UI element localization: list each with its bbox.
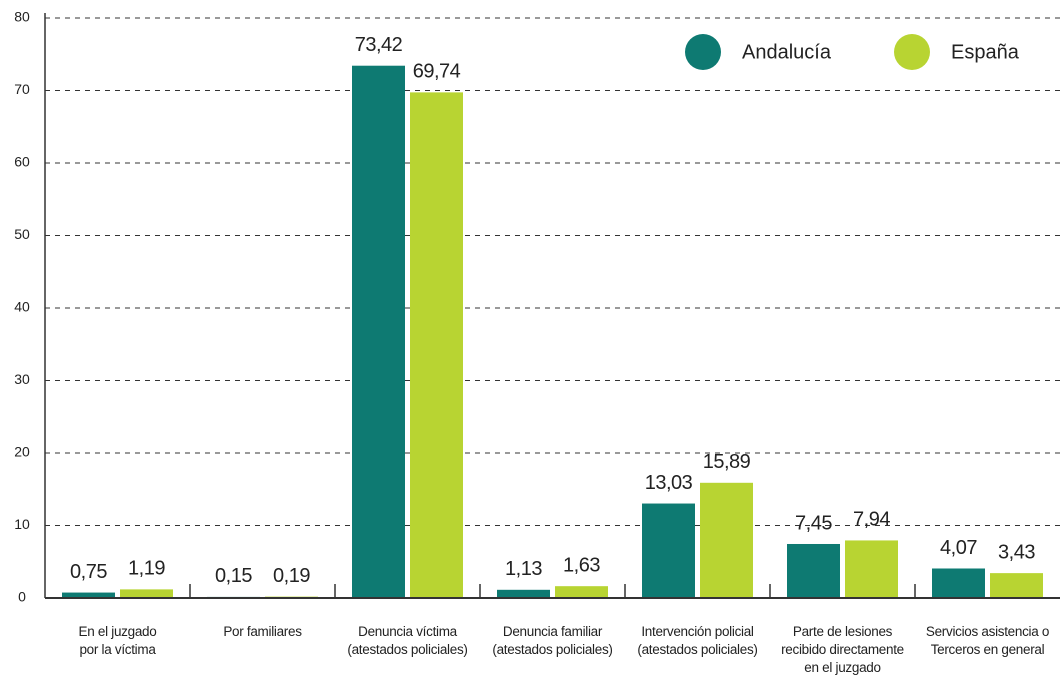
legend-label: España [951,41,1020,63]
value-label: 0,75 [70,561,107,583]
value-label: 1,13 [505,558,542,580]
legend-swatch [685,34,721,70]
bar [62,592,115,598]
value-label: 0,15 [215,565,252,587]
y-tick-label: 10 [14,516,30,532]
bar [352,65,405,598]
bar [555,586,608,598]
value-label: 3,43 [998,541,1035,563]
value-label: 1,63 [563,554,600,576]
value-label: 69,74 [413,61,461,83]
x-tick-label-line: (atestados policiales) [492,642,612,657]
x-tick-label-line: Intervención policial [641,624,754,639]
x-tick-label-line: (atestados policiales) [637,642,757,657]
value-label: 7,94 [853,509,890,531]
value-label: 1,19 [128,558,165,580]
y-tick-label: 20 [14,444,30,460]
x-tick-label-line: Por familiares [223,624,302,639]
bar [120,589,173,598]
y-tick-label: 40 [14,299,30,315]
value-label: 4,07 [940,537,977,559]
y-tick-label: 50 [14,226,30,242]
x-tick-label-line: Denuncia víctima [358,624,458,639]
y-tick-label: 60 [14,154,30,170]
x-tick-label: Denuncia víctima (atestados policiales) [347,624,467,657]
x-tick-label-line: Denuncia familiar [503,624,603,639]
x-tick-label-line: Servicios asistencia o [926,624,1049,639]
x-tick-label: Intervención policial (atestados policial… [637,624,757,657]
x-tick-label-line: En el juzgado [79,624,157,639]
bar [700,482,753,598]
legend-swatch [894,34,930,70]
bar [497,589,550,598]
y-tick-label: 70 [14,81,30,97]
value-label: 0,19 [273,565,310,587]
x-tick-label-line: Terceros en general [931,642,1045,657]
x-tick-label-line: (atestados policiales) [347,642,467,657]
bar [990,573,1043,598]
x-tick-label: En el juzgado por la víctima [79,624,157,657]
bar [787,543,840,598]
bar [410,92,463,598]
x-tick-label-line: por la víctima [79,642,156,657]
y-tick-label: 0 [18,589,26,605]
x-tick-label-line: recibido directamente [781,642,904,657]
bar [642,503,695,598]
bar [845,540,898,598]
x-tick-label: Por familiares [223,624,302,639]
x-tick-label-line: en el juzgado [804,660,880,675]
bar [932,568,985,598]
x-tick-label: Parte de lesiones recibido directamente en… [781,624,904,675]
value-label: 15,89 [703,451,751,473]
value-label: 7,45 [795,512,832,534]
x-tick-label-line: Parte de lesiones [793,624,893,639]
legend-label: Andalucía [742,41,832,63]
y-tick-label: 80 [14,9,30,25]
y-tick-label: 30 [14,371,30,387]
value-label: 13,03 [645,472,693,494]
x-tick-label: Denuncia familiar (atestados policiales) [492,624,612,657]
x-tick-label: Servicios asistencia o Terceros en genera… [926,624,1049,657]
value-label: 73,42 [355,34,403,56]
